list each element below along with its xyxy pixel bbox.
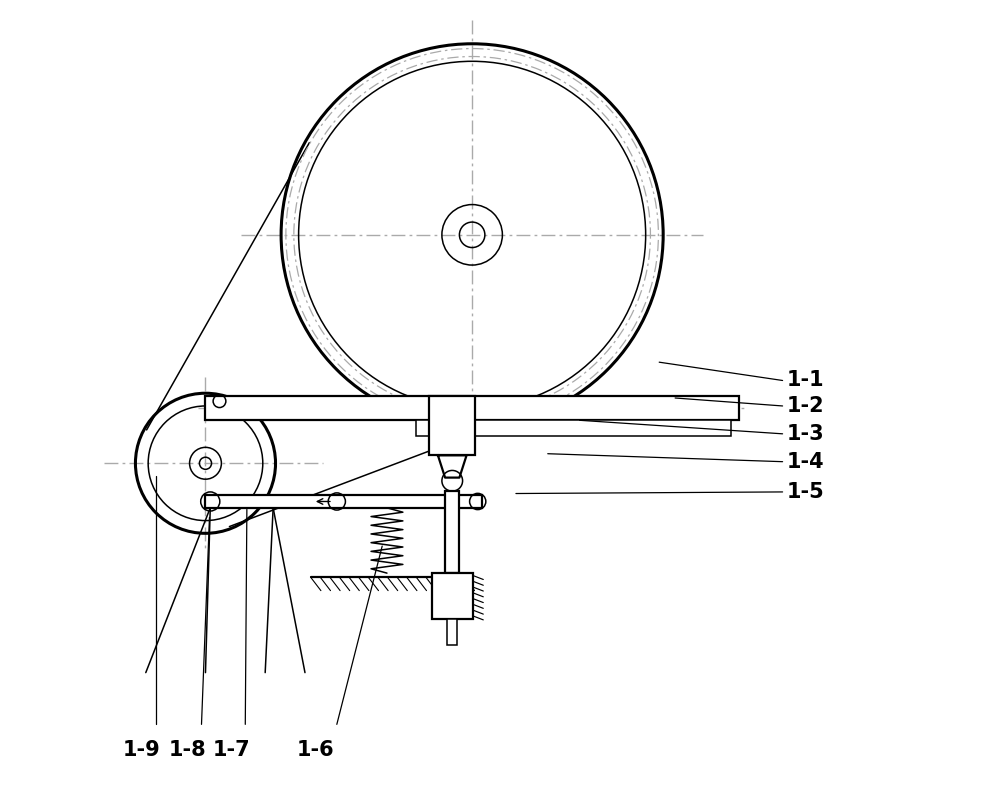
Polygon shape xyxy=(438,455,467,478)
Text: 1-2: 1-2 xyxy=(787,396,824,416)
Bar xyxy=(447,619,457,645)
Bar xyxy=(205,396,739,420)
Text: 1-6: 1-6 xyxy=(297,740,334,760)
Bar xyxy=(432,573,473,619)
Text: 1-1: 1-1 xyxy=(787,370,824,391)
Bar xyxy=(205,495,482,508)
Text: 1-7: 1-7 xyxy=(213,740,251,760)
Bar xyxy=(416,420,731,436)
Bar xyxy=(445,491,459,573)
Text: 1-3: 1-3 xyxy=(787,423,824,444)
Text: 1-5: 1-5 xyxy=(787,482,824,502)
Text: 1-8: 1-8 xyxy=(168,740,206,760)
Text: 1-4: 1-4 xyxy=(787,451,824,472)
Bar xyxy=(429,396,475,455)
Text: 1-9: 1-9 xyxy=(123,740,161,760)
